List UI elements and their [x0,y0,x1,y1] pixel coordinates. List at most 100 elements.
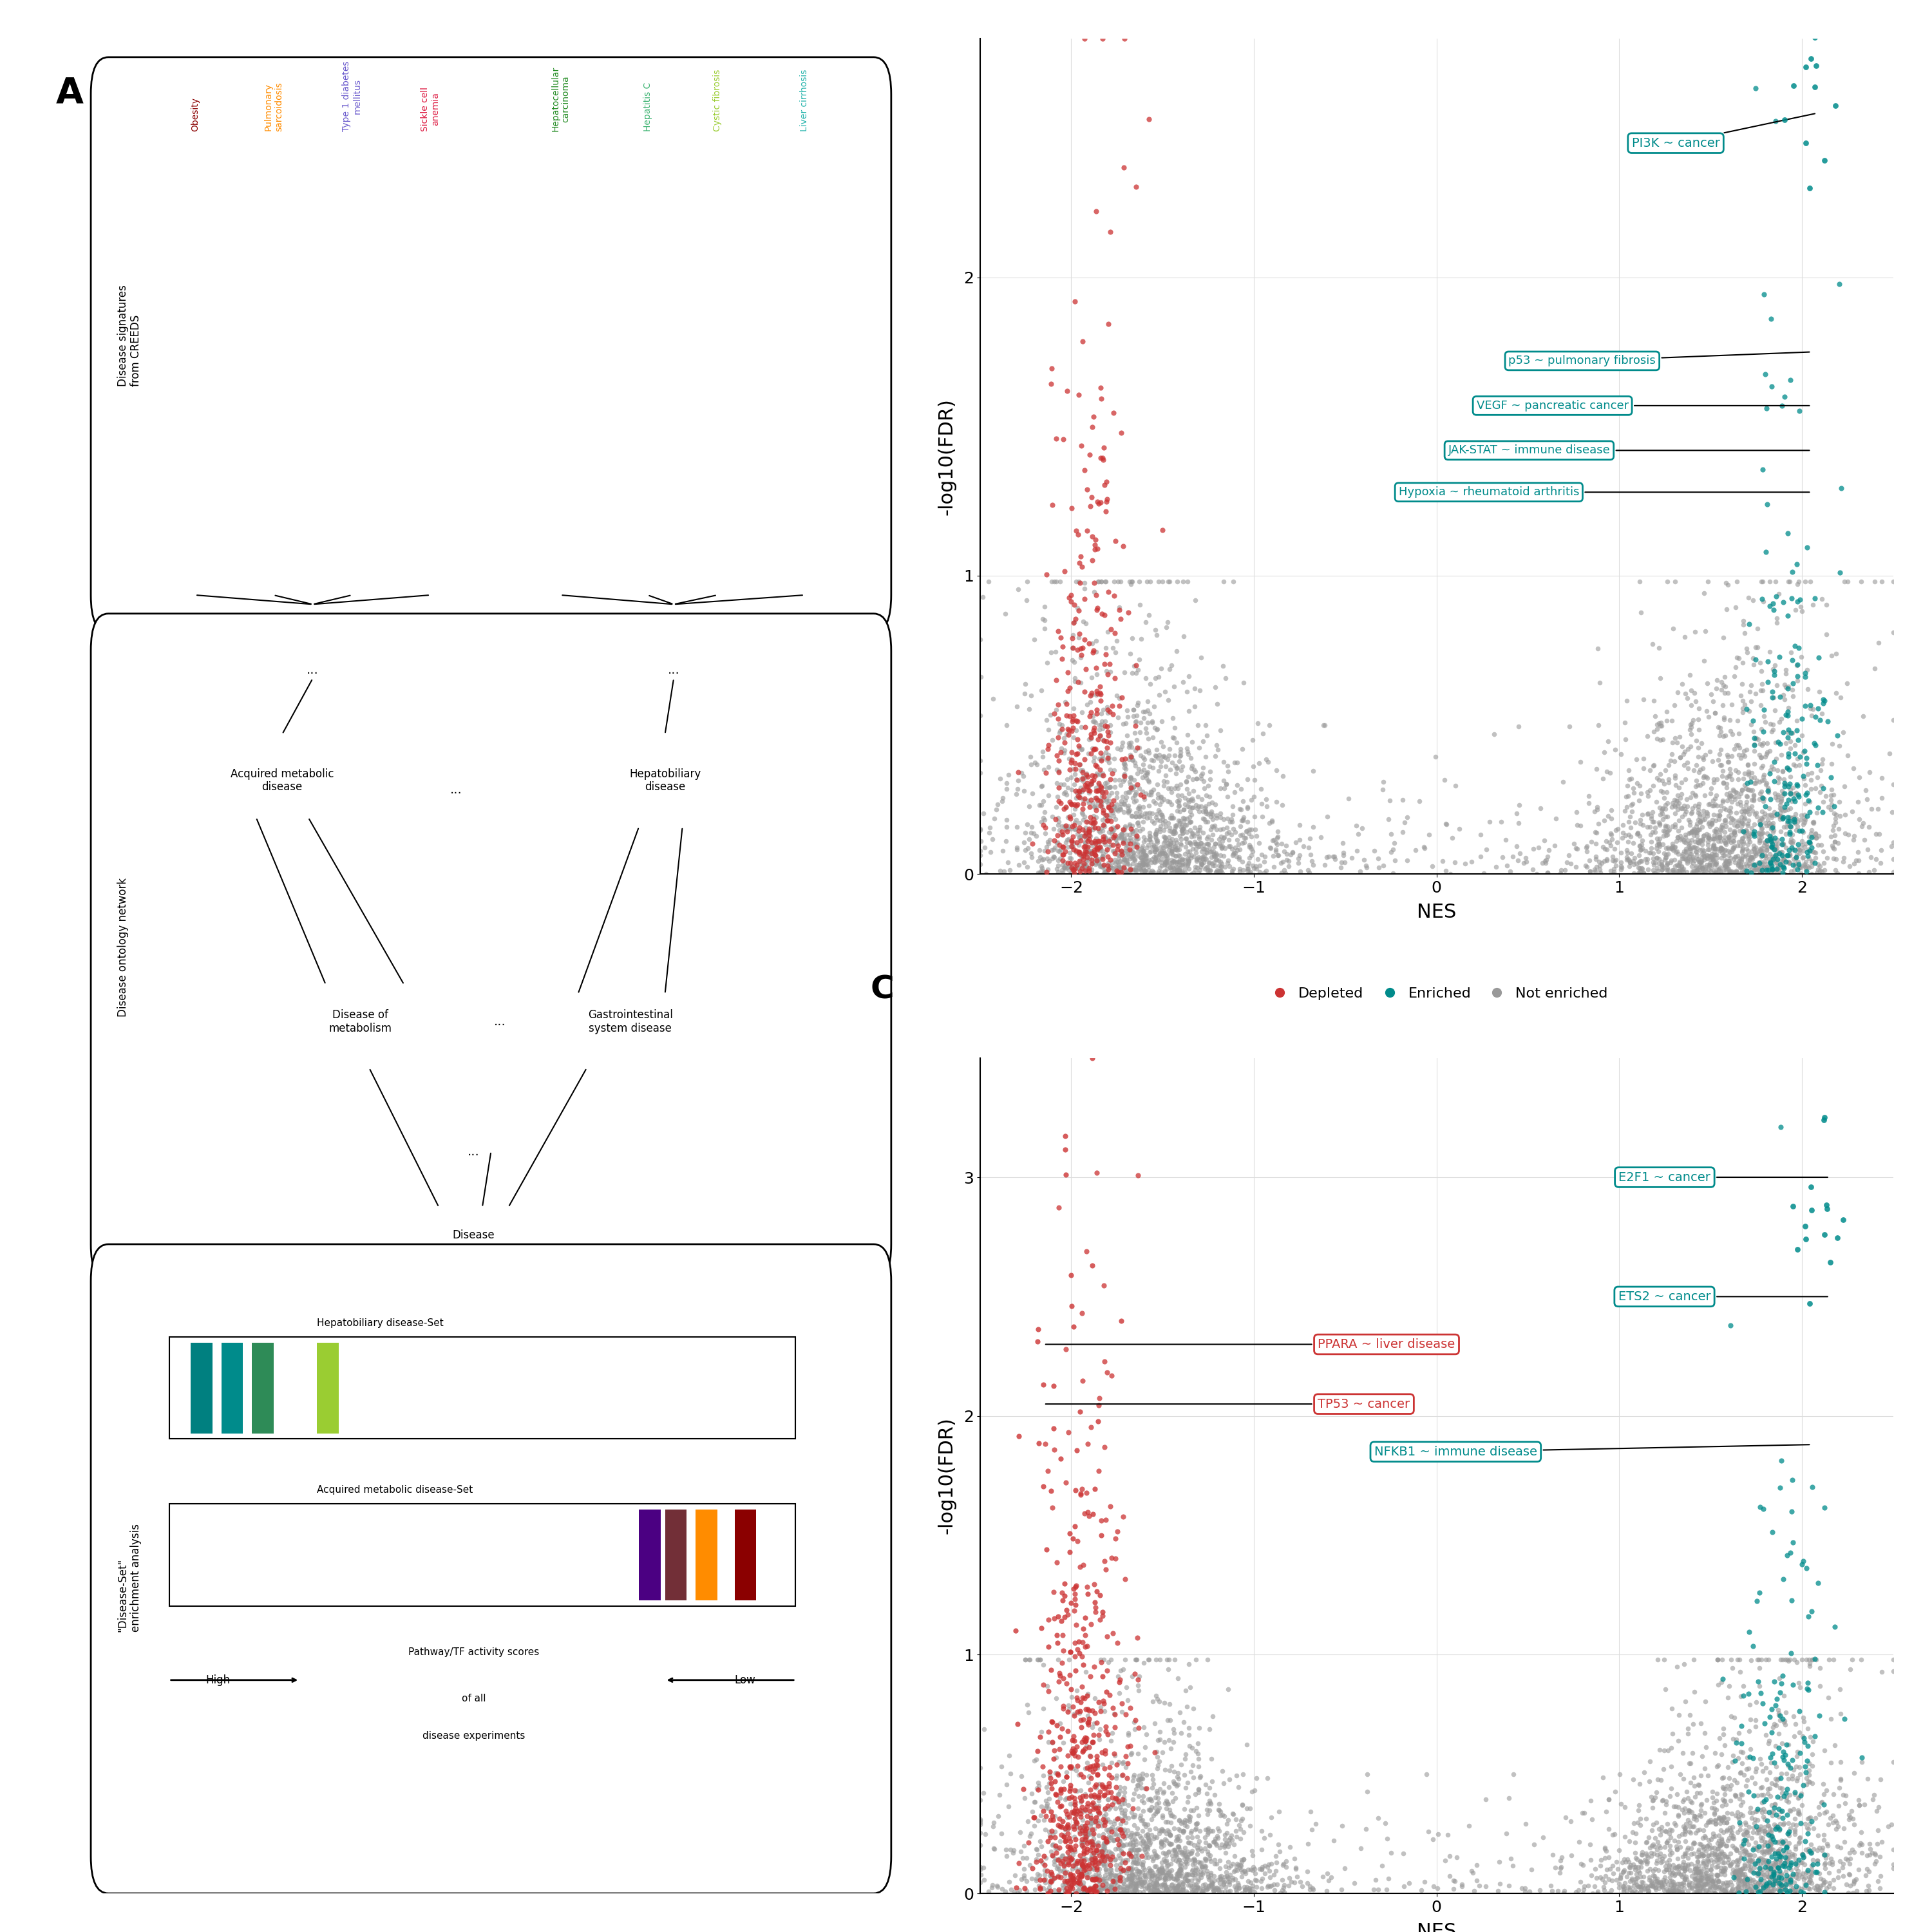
Point [1727,829,1758,860]
Point [1258,840,1289,871]
Point [1177,800,1208,831]
Point [1223,1868,1254,1899]
Point [1714,746,1745,777]
Point [1080,844,1111,875]
Point [1766,852,1797,883]
Point [1662,1832,1692,1862]
Point [1783,632,1814,663]
Point [1764,578,1795,609]
Point [1227,1803,1258,1833]
Point [1072,833,1103,864]
Point [1088,1849,1119,1880]
Point [1683,815,1714,846]
Point [1049,779,1080,810]
Text: High: High [205,1675,230,1687]
Point [1718,1847,1748,1878]
Point [1837,1878,1868,1909]
Point [1679,1677,1710,1708]
Point [1675,715,1706,746]
Point [1627,833,1658,864]
Point [1669,1855,1700,1886]
Point [1122,1663,1153,1694]
Point [1167,850,1198,881]
Point [1733,798,1764,829]
Point [1683,1770,1714,1801]
Point [1727,1853,1758,1884]
Point [1082,1828,1113,1859]
Point [1005,1874,1036,1905]
Point [1068,1735,1099,1766]
Point [1117,732,1148,763]
Point [1660,844,1690,875]
Point [1047,831,1078,862]
Point [1076,827,1107,858]
Point [1781,665,1812,696]
Point [1833,1859,1864,1889]
Point [1030,1428,1061,1459]
Point [1055,748,1086,779]
Point [1144,1818,1175,1849]
Point [1115,858,1146,889]
Point [1638,717,1669,748]
Point [1140,819,1171,850]
Point [1039,1822,1070,1853]
Point [1679,1828,1710,1859]
Point [1099,1804,1130,1835]
Point [1055,1588,1086,1619]
Point [1648,838,1679,869]
Point [1710,827,1741,858]
Point [1785,858,1816,889]
Point [1752,1816,1783,1847]
Point [1258,825,1289,856]
Point [1063,781,1094,811]
Point [1783,1797,1814,1828]
Point [1743,1843,1774,1874]
Point [1665,792,1696,823]
Point [1294,838,1325,869]
Point [1683,715,1714,746]
Point [1121,724,1151,755]
Point [1702,744,1733,775]
Point [1679,1644,1710,1675]
Point [1679,1857,1710,1888]
Point [1287,1870,1318,1901]
Point [1613,781,1644,811]
Point [1144,1878,1175,1909]
Point [1737,1816,1768,1847]
Point [1783,1872,1814,1903]
Point [1171,831,1202,862]
Point [1037,1370,1068,1401]
Point [1683,790,1714,821]
Point [1766,1839,1797,1870]
Point [1750,1797,1781,1828]
Point [1714,782,1745,813]
Point [1696,1824,1727,1855]
Point [1092,784,1122,815]
Point [1076,1843,1107,1874]
Point [1721,1833,1752,1864]
Point [1024,1864,1055,1895]
Point [1059,788,1090,819]
Point [1094,1679,1124,1710]
Point [1080,750,1111,781]
Point [1084,1719,1115,1750]
Point [1764,1704,1795,1735]
Point [1845,1828,1876,1859]
Point [1685,1855,1716,1886]
Point [1660,723,1690,753]
Point [1733,1847,1764,1878]
Point [1370,1808,1401,1839]
Point [1140,614,1171,645]
Point [1049,769,1080,800]
Point [1704,1830,1735,1861]
Point [1835,1654,1866,1685]
Point [1072,1876,1103,1907]
Point [1032,1789,1063,1820]
Point [1704,1820,1735,1851]
Point [1144,740,1175,771]
Point [1605,852,1636,883]
Point [1694,835,1725,866]
Point [1111,856,1142,887]
Point [1685,1864,1716,1895]
Point [1088,1872,1119,1903]
